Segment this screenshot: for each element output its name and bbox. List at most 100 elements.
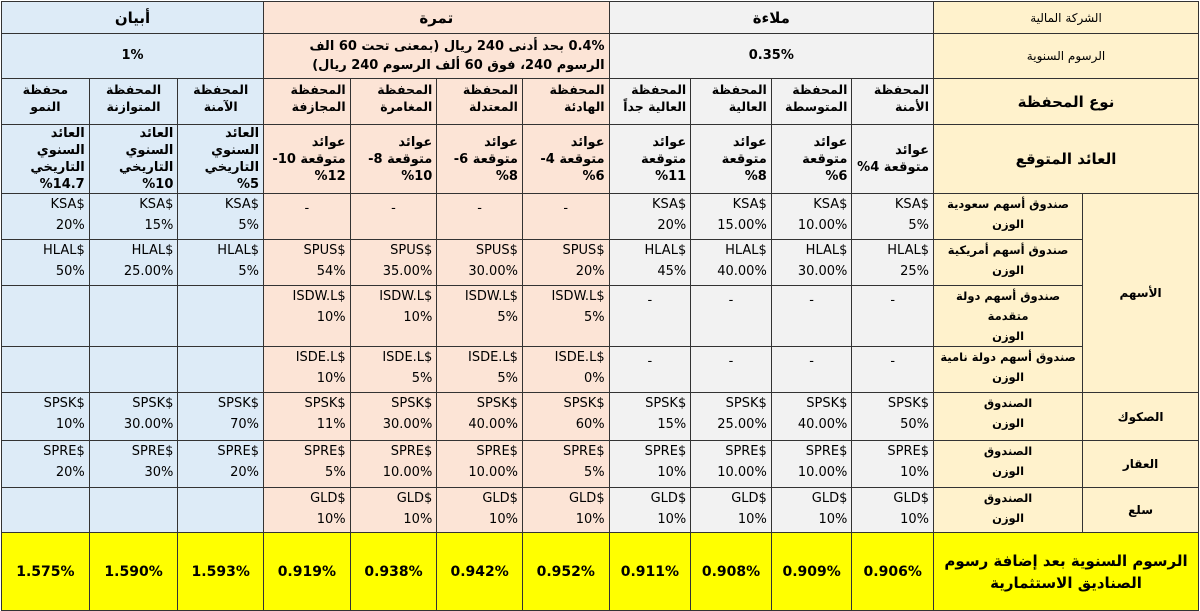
ticker: $GLD — [731, 491, 767, 506]
weight: 10.00% — [717, 465, 767, 480]
ticker: $ISDW.L — [379, 289, 433, 304]
ticker: $SPRE — [725, 444, 767, 459]
total-fee-value: 0.938% — [349, 532, 438, 611]
ticker: $GLD — [396, 491, 433, 506]
company-header-row: الشركة المالية ملاءة تمرة أبيان — [0, 1, 1199, 34]
ticker: $SPSK — [304, 396, 346, 411]
weight: 20% — [230, 465, 260, 480]
weight: 50% — [55, 264, 85, 279]
ticker: $SPSK — [217, 396, 260, 411]
ticker: $KSA — [50, 197, 85, 212]
allocation-cell: $SPRE 20% — [177, 440, 265, 488]
fund-label: صندوق أسهم دولة متقدمة الوزن — [933, 285, 1084, 347]
weight: 20% — [657, 218, 687, 233]
weight: 30.00% — [382, 417, 433, 432]
table-row: صندوق أسهم دولة نامية الوزن - - - - $ISDE.L 0% $… — [1, 346, 1199, 393]
allocation-cell: $ISDW.L 5% — [521, 285, 610, 347]
company-abyan: أبيان — [0, 1, 265, 34]
weight: 10% — [316, 310, 346, 325]
allocation-cell: $GLD 10% — [851, 487, 935, 533]
allocation-cell: $SPUS 35.00% — [349, 239, 438, 286]
allocation-cell: $KSA 5% — [177, 193, 265, 240]
expected-return-cell: عوائد متوقعة 8-10% — [349, 124, 438, 194]
expected-return-cell: عوائد متوقعة 4-6% — [521, 124, 610, 194]
allocation-cell: $SPRE 10.00% — [770, 440, 853, 488]
fund-label: الصندوق الوزن — [933, 440, 1084, 488]
ticker: $KSA — [652, 197, 687, 212]
allocation-cell — [88, 346, 179, 393]
allocation-cell: $SPUS 20% — [521, 239, 610, 286]
fund-weight-label: الوزن — [992, 263, 1025, 277]
allocation-cell: $ISDE.L 0% — [521, 346, 610, 393]
weight: 10% — [316, 371, 346, 386]
allocation-cell: $HLAL 50% — [1, 239, 90, 286]
ticker: $SPUS — [475, 243, 518, 258]
ticker: $SPSK — [391, 396, 433, 411]
allocation-cell: $SPSK 10% — [1, 392, 90, 441]
weight: 10% — [55, 417, 85, 432]
fees-row: الرسوم السنوية 0.35% 0.4% بحد أدنى 240 ر… — [0, 33, 1199, 79]
weight: 10% — [403, 310, 433, 325]
weight: 10% — [575, 512, 605, 527]
ticker: $HLAL — [805, 243, 848, 258]
ticker: $SPRE — [644, 444, 687, 459]
allocation-cell — [1, 285, 90, 347]
allocation-cell: $GLD 10% — [263, 487, 351, 533]
allocation-cell: $HLAL 40.00% — [690, 239, 772, 286]
total-fee-value: 0.906% — [851, 532, 935, 611]
portfolio-type-cell: المحفظة المغامرة — [349, 78, 438, 125]
ticker: $ISDW.L — [292, 289, 346, 304]
weight: 5% — [908, 218, 930, 233]
weight: 10% — [403, 512, 433, 527]
portfolio-type-cell: المحفظة المتوازنة — [88, 78, 179, 125]
total-fee-value: 0.908% — [690, 532, 772, 611]
fund-name: الصندوق — [983, 444, 1033, 458]
fees-label: الرسوم السنوية — [933, 33, 1199, 79]
ticker: $GLD — [893, 491, 930, 506]
ticker: $SPSK — [132, 396, 174, 411]
expected-return-label: العائد المتوقع — [933, 124, 1199, 194]
ticker: $GLD — [650, 491, 687, 506]
ticker: - — [391, 201, 396, 216]
company-label: الشركة المالية — [933, 1, 1199, 34]
allocation-cell: - — [770, 285, 853, 347]
weight: 5% — [497, 371, 518, 386]
weight: 20% — [55, 465, 85, 480]
ticker: $SPRE — [131, 444, 174, 459]
ticker: $KSA — [813, 197, 848, 212]
ticker: - — [809, 354, 814, 369]
ticker: $HLAL — [217, 243, 260, 258]
expected-return-cell: عوائد متوقعة 8% — [690, 124, 772, 194]
expected-return-row: العائد المتوقع عوائد متوقعة 4% عوائد متوق… — [1, 124, 1199, 194]
allocation-cell: $SPSK 40.00% — [770, 392, 853, 441]
allocation-cell: $SPSK 25.00% — [690, 392, 772, 441]
total-fee-value: 0.909% — [770, 532, 853, 611]
ticker: $GLD — [811, 491, 848, 506]
allocation-cell: $GLD 10% — [349, 487, 438, 533]
weight: 5% — [411, 371, 433, 386]
allocation-cell — [1, 487, 90, 533]
weight: 40.00% — [797, 417, 848, 432]
weight: 54% — [316, 264, 346, 279]
portfolio-type-cell: المحفظة المتوسطة — [770, 78, 853, 125]
ticker: $KSA — [732, 197, 767, 212]
ticker: $SPSK — [806, 396, 848, 411]
allocation-cell — [177, 285, 265, 347]
fund-weight-label: الوزن — [992, 329, 1025, 343]
ticker: $SPSK — [563, 396, 605, 411]
weight: 10% — [900, 512, 930, 527]
weight: 20% — [55, 218, 85, 233]
fund-label: صندوق أسهم سعودية الوزن — [933, 193, 1084, 240]
company-malaa: ملاءة — [608, 1, 935, 34]
weight: 5% — [583, 465, 605, 480]
allocation-cell: $SPSK 70% — [177, 392, 265, 441]
portfolio-type-label: نوع المحفظة — [933, 78, 1199, 125]
total-fee-value: 0.942% — [436, 532, 523, 611]
fund-name: صندوق أسهم دولة نامية — [940, 350, 1076, 364]
ticker: $SPSK — [887, 396, 930, 411]
ticker: $HLAL — [644, 243, 687, 258]
allocation-cell: $ISDE.L 5% — [436, 346, 523, 393]
allocation-cell: - — [608, 346, 692, 393]
allocation-cell: $HLAL 30.00% — [770, 239, 853, 286]
